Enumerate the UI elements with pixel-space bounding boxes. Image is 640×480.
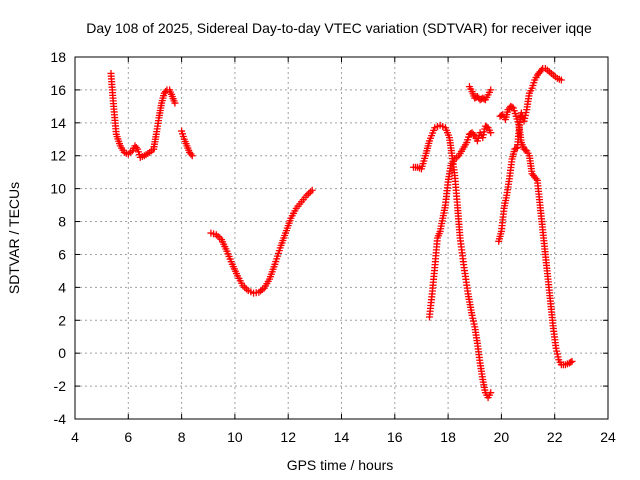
data-point	[532, 175, 540, 183]
series-arc-1c	[178, 127, 196, 160]
x-tick-label: 12	[280, 429, 296, 445]
data-series	[107, 65, 576, 402]
data-point	[512, 144, 520, 152]
x-tick-label: 6	[124, 429, 132, 445]
x-tick-labels: 4 6 8 10 12 14 16 18 20 22 24	[71, 429, 616, 445]
data-point	[241, 283, 249, 291]
y-tick-label: 16	[50, 82, 66, 98]
y-tick-label: 6	[58, 246, 66, 262]
series-arc-3	[409, 121, 495, 402]
y-tick-label: 0	[58, 345, 66, 361]
x-tick-label: 18	[440, 429, 456, 445]
chart-title: Day 108 of 2025, Sidereal Day-to-day VTE…	[86, 20, 592, 36]
data-point	[305, 190, 313, 198]
y-tick-labels: -4 -2 0 2 4 6 8 10 12 14 16 18	[50, 49, 66, 427]
x-tick-label: 20	[494, 429, 510, 445]
x-tick-label: 16	[387, 429, 403, 445]
data-point	[306, 188, 314, 196]
data-point	[557, 76, 565, 84]
data-point	[487, 129, 495, 137]
data-point	[308, 186, 316, 194]
x-tick-label: 24	[600, 429, 616, 445]
series-arc-5	[465, 83, 495, 104]
series-arc-7	[496, 102, 576, 369]
data-point	[487, 389, 495, 397]
data-point	[132, 144, 140, 151]
y-axis-label: SDTVAR / TECUs	[6, 182, 22, 294]
x-tick-label: 8	[178, 429, 186, 445]
x-tick-label: 4	[71, 429, 79, 445]
series-arc-1b	[150, 86, 179, 153]
series-arc-2	[207, 186, 316, 297]
x-axis-label: GPS time / hours	[287, 457, 394, 473]
series-arc-4	[425, 122, 495, 321]
y-tick-label: 18	[50, 49, 66, 65]
y-tick-label: -2	[54, 378, 67, 394]
x-tick-label: 14	[334, 429, 350, 445]
data-point	[537, 66, 545, 74]
series-arc-1a	[107, 69, 158, 161]
y-tick-label: 2	[58, 312, 66, 328]
data-point	[568, 357, 576, 365]
data-point	[469, 130, 477, 138]
x-tick-label: 10	[227, 429, 243, 445]
y-tick-label: -4	[54, 411, 67, 427]
y-tick-label: 14	[50, 115, 66, 131]
axis-ticks	[74, 56, 609, 420]
x-tick-label: 22	[547, 429, 563, 445]
series-arc-6	[495, 65, 565, 245]
y-tick-label: 10	[50, 181, 66, 197]
data-point	[187, 150, 195, 158]
data-point	[188, 152, 196, 160]
grid-lines	[75, 57, 608, 419]
data-point	[508, 103, 516, 111]
data-point	[487, 86, 495, 94]
y-tick-label: 12	[50, 148, 66, 164]
y-tick-label: 4	[58, 279, 66, 295]
data-point	[567, 358, 575, 366]
y-tick-label: 8	[58, 214, 66, 230]
data-point	[171, 99, 179, 107]
